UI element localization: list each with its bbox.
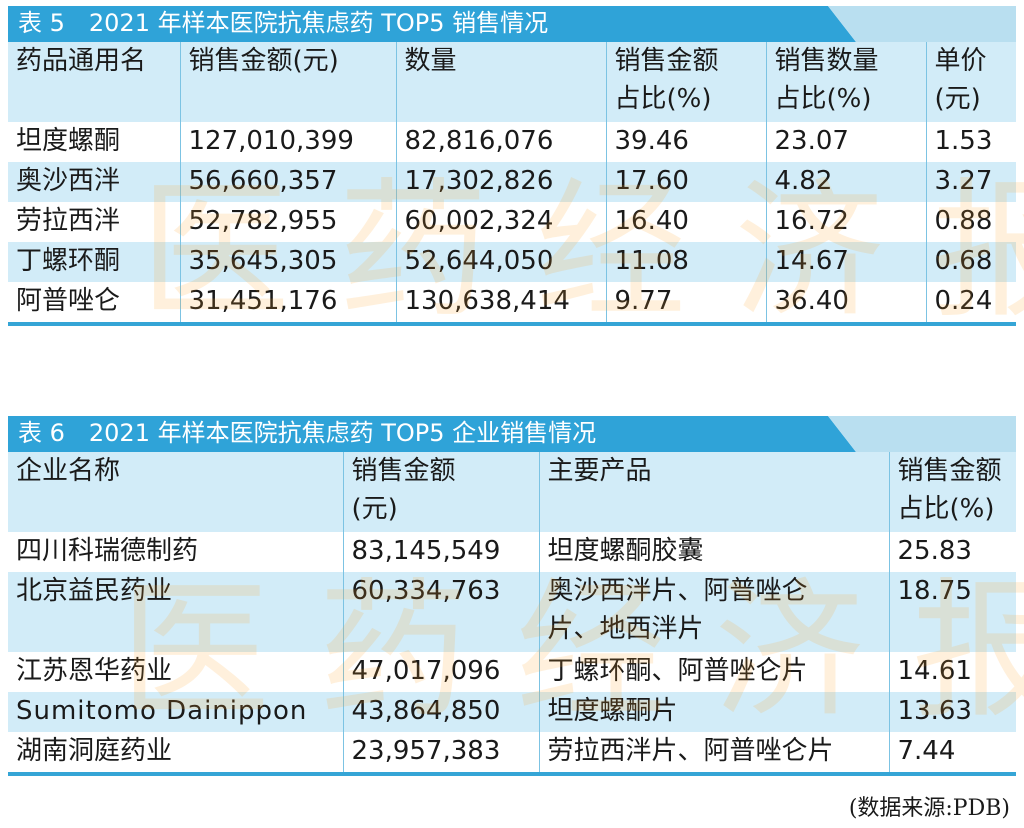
drug-name: 劳拉西泮	[8, 202, 180, 242]
table5-title-bar: 表 5 2021 年样本医院抗焦虑药 TOP5 销售情况	[8, 4, 1016, 42]
drug-name: 丁螺环酮	[8, 242, 180, 282]
quantity-share: 4.82	[765, 162, 926, 202]
table-row: 四川科瑞德制药 83,145,549 坦度螺酮胶囊 25.83	[8, 532, 1016, 572]
sales-share: 17.60	[605, 162, 766, 202]
table-row: 北京益民药业 60,334,763 奥沙西泮片、阿普唑仑 片、地西泮片 18.7…	[8, 572, 1016, 652]
main-products: 坦度螺酮胶囊	[538, 532, 889, 572]
table5: 药品通用名 销售金额(元) 数量 销售金额 占比(%) 销售数量 占比(%) 单…	[8, 42, 1016, 322]
company-name: 湖南洞庭药业	[8, 732, 343, 772]
table6-title-bar: 表 6 2021 年样本医院抗焦虑药 TOP5 企业销售情况	[8, 414, 1016, 452]
quantity-share: 23.07	[765, 122, 926, 162]
sales-share: 13.63	[888, 692, 1016, 732]
table-row: 坦度螺酮 127,010,399 82,816,076 39.46 23.07 …	[8, 122, 1016, 162]
table6-header-cell: 销售金额 (元)	[342, 452, 539, 532]
table6: 企业名称 销售金额 (元) 主要产品 销售金额 占比(%) 四川科瑞德制药 83…	[8, 452, 1016, 772]
table5-header-cell: 销售金额 占比(%)	[605, 42, 766, 122]
sales-share: 16.40	[605, 202, 766, 242]
table-row: 湖南洞庭药业 23,957,383 劳拉西泮片、阿普唑仑片 7.44	[8, 732, 1016, 772]
data-source-note: (数据来源:PDB)	[848, 796, 1010, 821]
table5-bottom-rule	[8, 322, 1016, 326]
sales-amount: 23,957,383	[342, 732, 539, 772]
table5-header-cell: 数量	[395, 42, 606, 122]
table6-header-cell: 主要产品	[538, 452, 889, 532]
table-row: 丁螺环酮 35,645,305 52,644,050 11.08 14.67 0…	[8, 242, 1016, 282]
sales-amount: 52,782,955	[179, 202, 396, 242]
drug-name: 奥沙西泮	[8, 162, 180, 202]
unit-price: 0.88	[925, 202, 1016, 242]
table6-header-cell: 企业名称	[8, 452, 343, 532]
table5-header-cell: 销售金额(元)	[179, 42, 396, 122]
table5-block: 表 5 2021 年样本医院抗焦虑药 TOP5 销售情况 药品通用名 销售金额(…	[8, 4, 1016, 326]
table5-title: 表 5 2021 年样本医院抗焦虑药 TOP5 销售情况	[18, 9, 549, 37]
sales-amount: 60,334,763	[342, 572, 539, 652]
sales-share: 9.77	[605, 282, 766, 322]
table5-header-cell: 销售数量 占比(%)	[765, 42, 926, 122]
table-row: Sumitomo Dainippon 43,864,850 坦度螺酮片 13.6…	[8, 692, 1016, 732]
main-products: 坦度螺酮片	[538, 692, 889, 732]
quantity: 17,302,826	[395, 162, 606, 202]
main-products: 奥沙西泮片、阿普唑仑 片、地西泮片	[538, 572, 889, 652]
sales-amount: 31,451,176	[179, 282, 396, 322]
title-bar-shape	[8, 6, 1016, 42]
quantity: 130,638,414	[395, 282, 606, 322]
table-row: 江苏恩华药业 47,017,096 丁螺环酮、阿普唑仑片 14.61	[8, 652, 1016, 692]
unit-price: 3.27	[925, 162, 1016, 202]
company-name: 江苏恩华药业	[8, 652, 343, 692]
sales-amount: 43,864,850	[342, 692, 539, 732]
table5-header-cell: 单价 (元)	[925, 42, 1016, 122]
sales-share: 39.46	[605, 122, 766, 162]
main-products: 劳拉西泮片、阿普唑仑片	[538, 732, 889, 772]
sales-share: 11.08	[605, 242, 766, 282]
table5-header-row: 药品通用名 销售金额(元) 数量 销售金额 占比(%) 销售数量 占比(%) 单…	[8, 42, 1016, 122]
company-name: 北京益民药业	[8, 572, 343, 652]
table6-title: 表 6 2021 年样本医院抗焦虑药 TOP5 企业销售情况	[18, 419, 597, 447]
table5-header-cell: 药品通用名	[8, 42, 180, 122]
quantity-share: 36.40	[765, 282, 926, 322]
table6-block: 表 6 2021 年样本医院抗焦虑药 TOP5 企业销售情况 企业名称 销售金额…	[8, 414, 1016, 776]
company-name: 四川科瑞德制药	[8, 532, 343, 572]
sales-share: 14.61	[888, 652, 1016, 692]
title-bar-shape	[8, 416, 1016, 452]
table6-header-cell: 销售金额 占比(%)	[888, 452, 1016, 532]
sales-amount: 56,660,357	[179, 162, 396, 202]
table-row: 阿普唑仑 31,451,176 130,638,414 9.77 36.40 0…	[8, 282, 1016, 322]
table-row: 劳拉西泮 52,782,955 60,002,324 16.40 16.72 0…	[8, 202, 1016, 242]
quantity-share: 16.72	[765, 202, 926, 242]
sales-amount: 127,010,399	[179, 122, 396, 162]
table-row: 奥沙西泮 56,660,357 17,302,826 17.60 4.82 3.…	[8, 162, 1016, 202]
sales-amount: 47,017,096	[342, 652, 539, 692]
quantity-share: 14.67	[765, 242, 926, 282]
quantity: 82,816,076	[395, 122, 606, 162]
sales-share: 7.44	[888, 732, 1016, 772]
unit-price: 0.24	[925, 282, 1016, 322]
sales-amount: 83,145,549	[342, 532, 539, 572]
table6-bottom-rule	[8, 772, 1016, 776]
table6-header-row: 企业名称 销售金额 (元) 主要产品 销售金额 占比(%)	[8, 452, 1016, 532]
unit-price: 0.68	[925, 242, 1016, 282]
drug-name: 阿普唑仑	[8, 282, 180, 322]
company-name: Sumitomo Dainippon	[8, 692, 343, 732]
main-products: 丁螺环酮、阿普唑仑片	[538, 652, 889, 692]
unit-price: 1.53	[925, 122, 1016, 162]
sales-share: 18.75	[888, 572, 1016, 652]
sales-amount: 35,645,305	[179, 242, 396, 282]
drug-name: 坦度螺酮	[8, 122, 180, 162]
sales-share: 25.83	[888, 532, 1016, 572]
quantity: 52,644,050	[395, 242, 606, 282]
quantity: 60,002,324	[395, 202, 606, 242]
